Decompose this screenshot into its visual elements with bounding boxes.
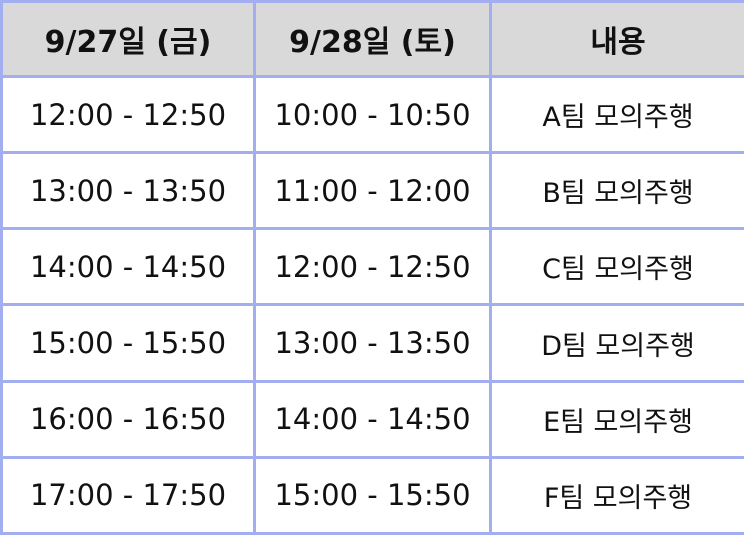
content-cell: E팀 모의주행 <box>489 379 744 459</box>
header-row: 9/27일 (금) 9/28일 (토) 내용 <box>0 0 744 78</box>
content-cell: F팀 모의주행 <box>489 455 744 535</box>
table-row: 17:00 - 17:50 15:00 - 15:50 F팀 모의주행 <box>0 455 744 535</box>
saturday-time-cell: 13:00 - 13:50 <box>253 303 492 383</box>
header-friday-date: 9/27일 (금) <box>0 0 256 78</box>
friday-time-cell: 15:00 - 15:50 <box>0 303 256 383</box>
friday-time-cell: 13:00 - 13:50 <box>0 151 256 231</box>
content-cell: B팀 모의주행 <box>489 151 744 231</box>
friday-time-cell: 14:00 - 14:50 <box>0 227 256 307</box>
saturday-time-cell: 10:00 - 10:50 <box>253 74 492 155</box>
header-saturday-date: 9/28일 (토) <box>253 0 492 78</box>
header-content: 내용 <box>489 0 744 78</box>
saturday-time-cell: 11:00 - 12:00 <box>253 151 492 231</box>
friday-time-cell: 12:00 - 12:50 <box>0 74 256 155</box>
table-row: 12:00 - 12:50 10:00 - 10:50 A팀 모의주행 <box>0 74 744 155</box>
table-row: 15:00 - 15:50 13:00 - 13:50 D팀 모의주행 <box>0 303 744 383</box>
saturday-time-cell: 14:00 - 14:50 <box>253 379 492 459</box>
table-row: 13:00 - 13:50 11:00 - 12:00 B팀 모의주행 <box>0 151 744 231</box>
friday-time-cell: 17:00 - 17:50 <box>0 455 256 535</box>
content-cell: A팀 모의주행 <box>489 74 744 155</box>
content-cell: D팀 모의주행 <box>489 303 744 383</box>
saturday-time-cell: 15:00 - 15:50 <box>253 455 492 535</box>
content-cell: C팀 모의주행 <box>489 227 744 307</box>
table-row: 14:00 - 14:50 12:00 - 12:50 C팀 모의주행 <box>0 227 744 307</box>
table-row: 16:00 - 16:50 14:00 - 14:50 E팀 모의주행 <box>0 379 744 459</box>
saturday-time-cell: 12:00 - 12:50 <box>253 227 492 307</box>
friday-time-cell: 16:00 - 16:50 <box>0 379 256 459</box>
